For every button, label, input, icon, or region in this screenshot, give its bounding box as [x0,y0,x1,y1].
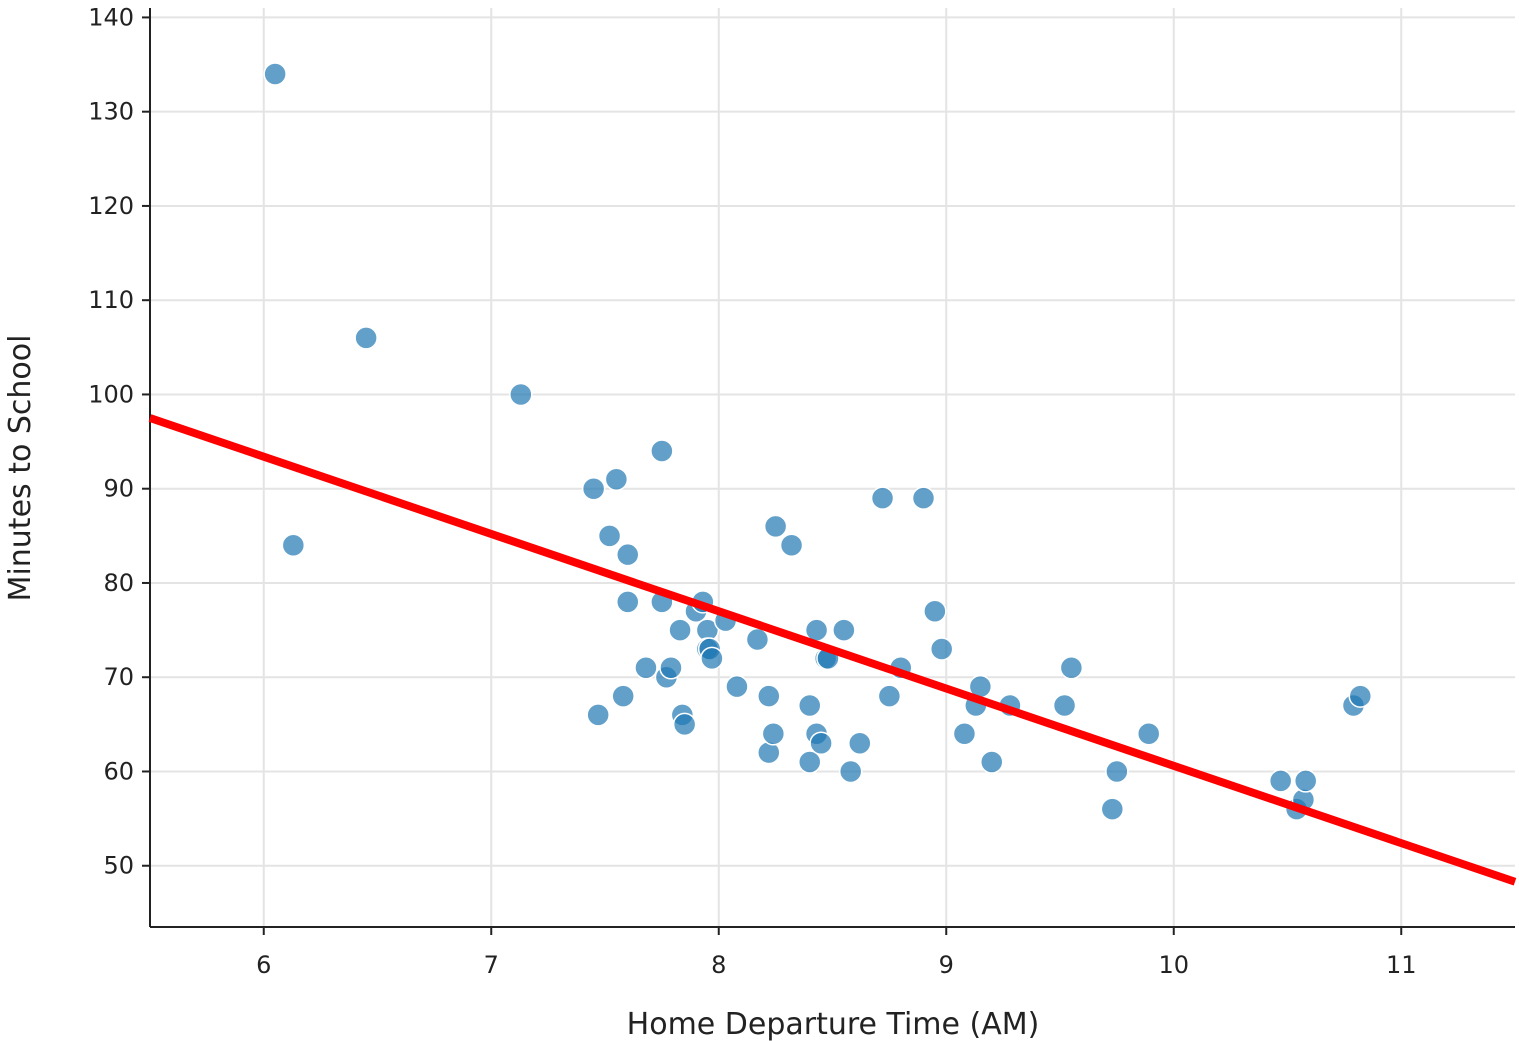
scatter-point[interactable] [263,62,287,86]
scatter-point[interactable] [281,533,306,558]
scatter-point[interactable] [616,542,640,567]
scatter-point[interactable] [870,486,895,510]
x-tick-label: 9 [939,951,954,979]
scatter-point[interactable] [929,637,954,661]
scatter-point[interactable] [659,656,683,680]
scatter-point[interactable] [611,684,635,708]
x-tick-label: 10 [1158,951,1189,979]
scatter-point[interactable] [848,731,872,755]
scatter-point[interactable] [1268,769,1293,793]
y-tick-label: 130 [88,98,134,126]
scatter-point[interactable] [745,627,770,652]
x-tick-label: 8 [711,951,726,979]
y-tick-label: 70 [103,663,134,691]
fit-line [148,414,1517,886]
fit-line-layer [148,414,1517,886]
scatter-point[interactable] [700,646,724,671]
scatter-point[interactable] [650,439,674,463]
scatter-point[interactable] [586,703,610,727]
scatter-point[interactable] [779,533,804,558]
scatter-point[interactable] [581,476,606,501]
scatter-point[interactable] [1348,684,1373,708]
scatter-point[interactable] [1052,693,1077,718]
scatter-point[interactable] [923,599,947,623]
scatter-point[interactable] [668,618,692,642]
axes [142,8,1515,935]
scatter-point[interactable] [809,731,833,755]
y-tick-label: 110 [88,286,134,314]
scatter-point[interactable] [354,326,378,350]
y-axis-title: Minutes to School [3,335,38,602]
scatter-point[interactable] [597,524,622,548]
x-tick-label: 11 [1386,951,1417,979]
scatter-point[interactable] [1293,769,1318,793]
scatter-point[interactable] [616,590,640,614]
scatter-point[interactable] [761,722,786,746]
scatter-point[interactable] [634,656,658,680]
y-tick-label: 60 [103,757,134,785]
x-tick-label: 7 [484,951,499,979]
y-tick-label: 90 [103,475,134,503]
scatter-point[interactable] [980,750,1004,774]
grid [150,8,1515,927]
scatter-point[interactable] [911,486,936,510]
x-axis-title: Home Departure Time (AM) [627,1007,1040,1041]
scatter-point[interactable] [798,750,822,774]
scatter-point[interactable] [838,759,863,784]
scatter-point[interactable] [877,684,902,708]
y-tick-label: 50 [103,852,134,880]
data-points [263,62,1373,821]
x-tick-label: 6 [256,951,271,979]
scatter-point[interactable] [798,693,822,718]
scatter-point[interactable] [763,514,788,539]
y-tick-label: 80 [103,569,134,597]
scatter-point[interactable] [725,674,749,699]
scatter-point[interactable] [1100,797,1125,821]
scatter-point[interactable] [1059,656,1084,680]
scatter-point[interactable] [832,618,856,642]
scatter-point[interactable] [757,684,781,708]
y-tick-label: 120 [88,192,134,220]
scatter-point[interactable] [1136,722,1161,746]
y-tick-label: 140 [88,3,134,31]
scatter-point[interactable] [604,467,629,492]
y-tick-label: 100 [88,380,134,408]
scatter-point[interactable] [509,382,533,407]
scatter-point[interactable] [952,722,977,746]
scatter-point[interactable] [1105,759,1129,784]
scatter-point[interactable] [672,712,697,737]
tick-labels: 6 7 8 9 10 11 50 60 70 80 90 100 110 120 130 140 [88,3,1416,979]
